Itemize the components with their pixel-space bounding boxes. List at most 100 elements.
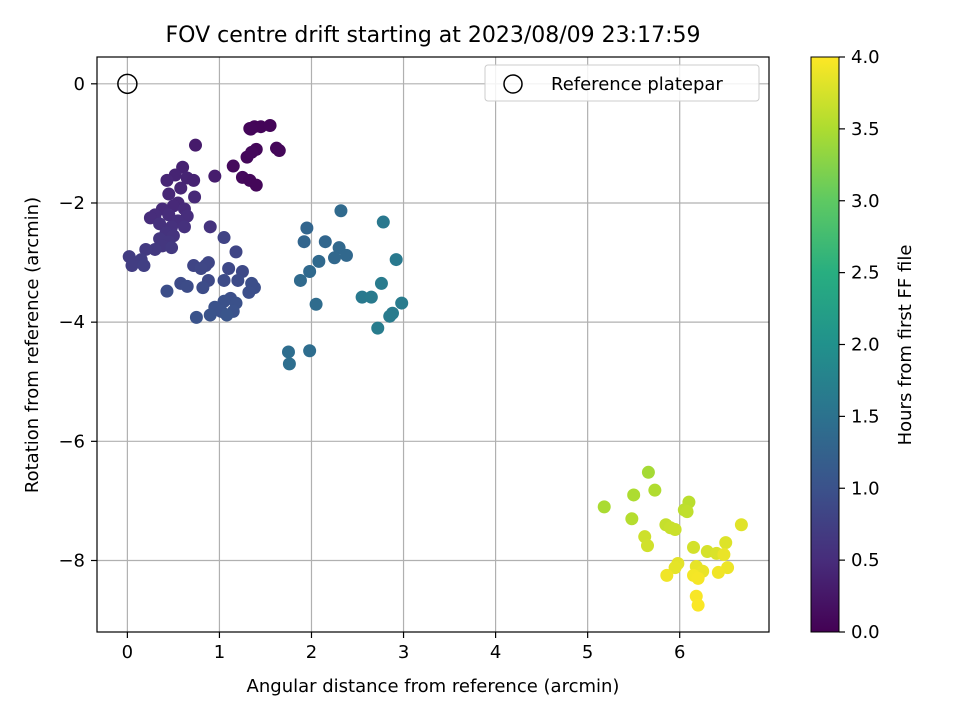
x-tick-label: 3 [398,642,409,663]
data-point [293,273,307,287]
data-point [203,220,217,234]
data-point [691,571,705,585]
colorbar-tick-label: 3.0 [851,191,880,212]
data-point [143,211,157,225]
data-point [226,159,240,173]
data-point [371,321,385,335]
colorbar-tick-label: 1.5 [851,406,880,427]
y-tick-label: −2 [58,193,85,214]
data-point [597,500,611,514]
data-point [249,178,263,192]
data-point [272,144,286,158]
data-point [180,279,194,293]
data-point [297,235,311,249]
legend-box [484,64,760,102]
data-point [125,259,139,273]
data-point [641,465,655,479]
data-point [177,220,191,234]
data-point [309,297,323,311]
colorbar-tick-label: 3.5 [851,119,880,140]
data-point [263,119,277,133]
data-point [229,245,243,259]
data-point [318,235,332,249]
data-point [376,215,390,229]
data-point [231,273,245,287]
chart-title: FOV centre drift starting at 2023/08/09 … [166,23,701,48]
colorbar-tick-label: 1.0 [851,478,880,499]
data-point [734,518,748,532]
colorbar-tick-label: 0.5 [851,550,880,571]
x-axis-ticks: 0 1 2 3 4 5 6 [122,632,685,663]
data-point [668,561,682,575]
data-point [139,242,153,256]
data-point [303,344,317,358]
legend-entry-reference: Reference platepar [551,74,723,95]
colorbar-ticks: 0.0 0.5 1.0 1.5 2.0 2.5 3.0 3.5 4.0 [839,47,880,643]
data-point [395,296,409,310]
x-tick-label: 1 [214,642,225,663]
data-point [174,181,188,195]
reference-point-marker [117,73,138,95]
data-point [717,548,731,562]
data-point [217,231,231,245]
data-point [148,242,162,256]
legend-reference-marker [503,74,523,94]
data-point [217,294,231,308]
data-point [222,262,236,276]
data-point [189,310,203,324]
x-tick-label: 5 [582,642,593,663]
y-tick-label: −8 [58,550,85,571]
y-tick-label: −6 [58,431,85,452]
y-tick-label: −4 [58,312,85,333]
data-point [389,253,403,267]
data-point [300,221,314,235]
data-point [374,276,388,290]
data-point [188,138,202,152]
colorbar: 0.0 0.5 1.0 1.5 2.0 2.5 3.0 3.5 4.0 Hours from f… [810,47,916,643]
data-point [217,273,231,287]
data-point [137,259,151,273]
data-point [245,145,259,159]
colorbar-tick-label: 2.0 [851,335,880,356]
data-point [187,173,201,187]
colorbar-tick-label: 4.0 [851,47,880,68]
y-axis-label: Rotation from reference (arcmin) [22,197,43,493]
data-point [355,290,369,304]
data-point [165,241,179,255]
colorbar-gradient [810,56,840,633]
data-point [160,173,174,187]
data-point [364,290,378,304]
data-point [687,540,701,554]
data-point [339,248,353,262]
colorbar-label: Hours from first FF file [895,245,916,446]
data-point [648,483,662,497]
data-point [196,281,210,295]
plot-frame [96,56,770,633]
data-points [122,119,748,612]
data-point [244,122,258,136]
data-point [282,357,296,371]
y-tick-label: 0 [74,74,85,95]
x-tick-label: 2 [306,642,317,663]
data-point [220,308,234,322]
x-axis-label: Angular distance from reference (arcmin) [247,676,620,697]
data-point [242,285,256,299]
data-point [188,190,202,204]
data-point [640,539,654,553]
data-point [334,204,348,218]
x-tick-label: 0 [122,642,133,663]
data-point [627,488,641,502]
data-point [660,568,674,582]
data-point [383,309,397,323]
reference-point [117,73,138,95]
data-point [153,217,167,231]
data-point [668,523,682,537]
data-point [328,251,342,265]
data-point [719,536,733,550]
data-point [160,284,174,298]
data-point [194,262,208,276]
data-point [281,345,295,359]
data-point [208,169,222,183]
